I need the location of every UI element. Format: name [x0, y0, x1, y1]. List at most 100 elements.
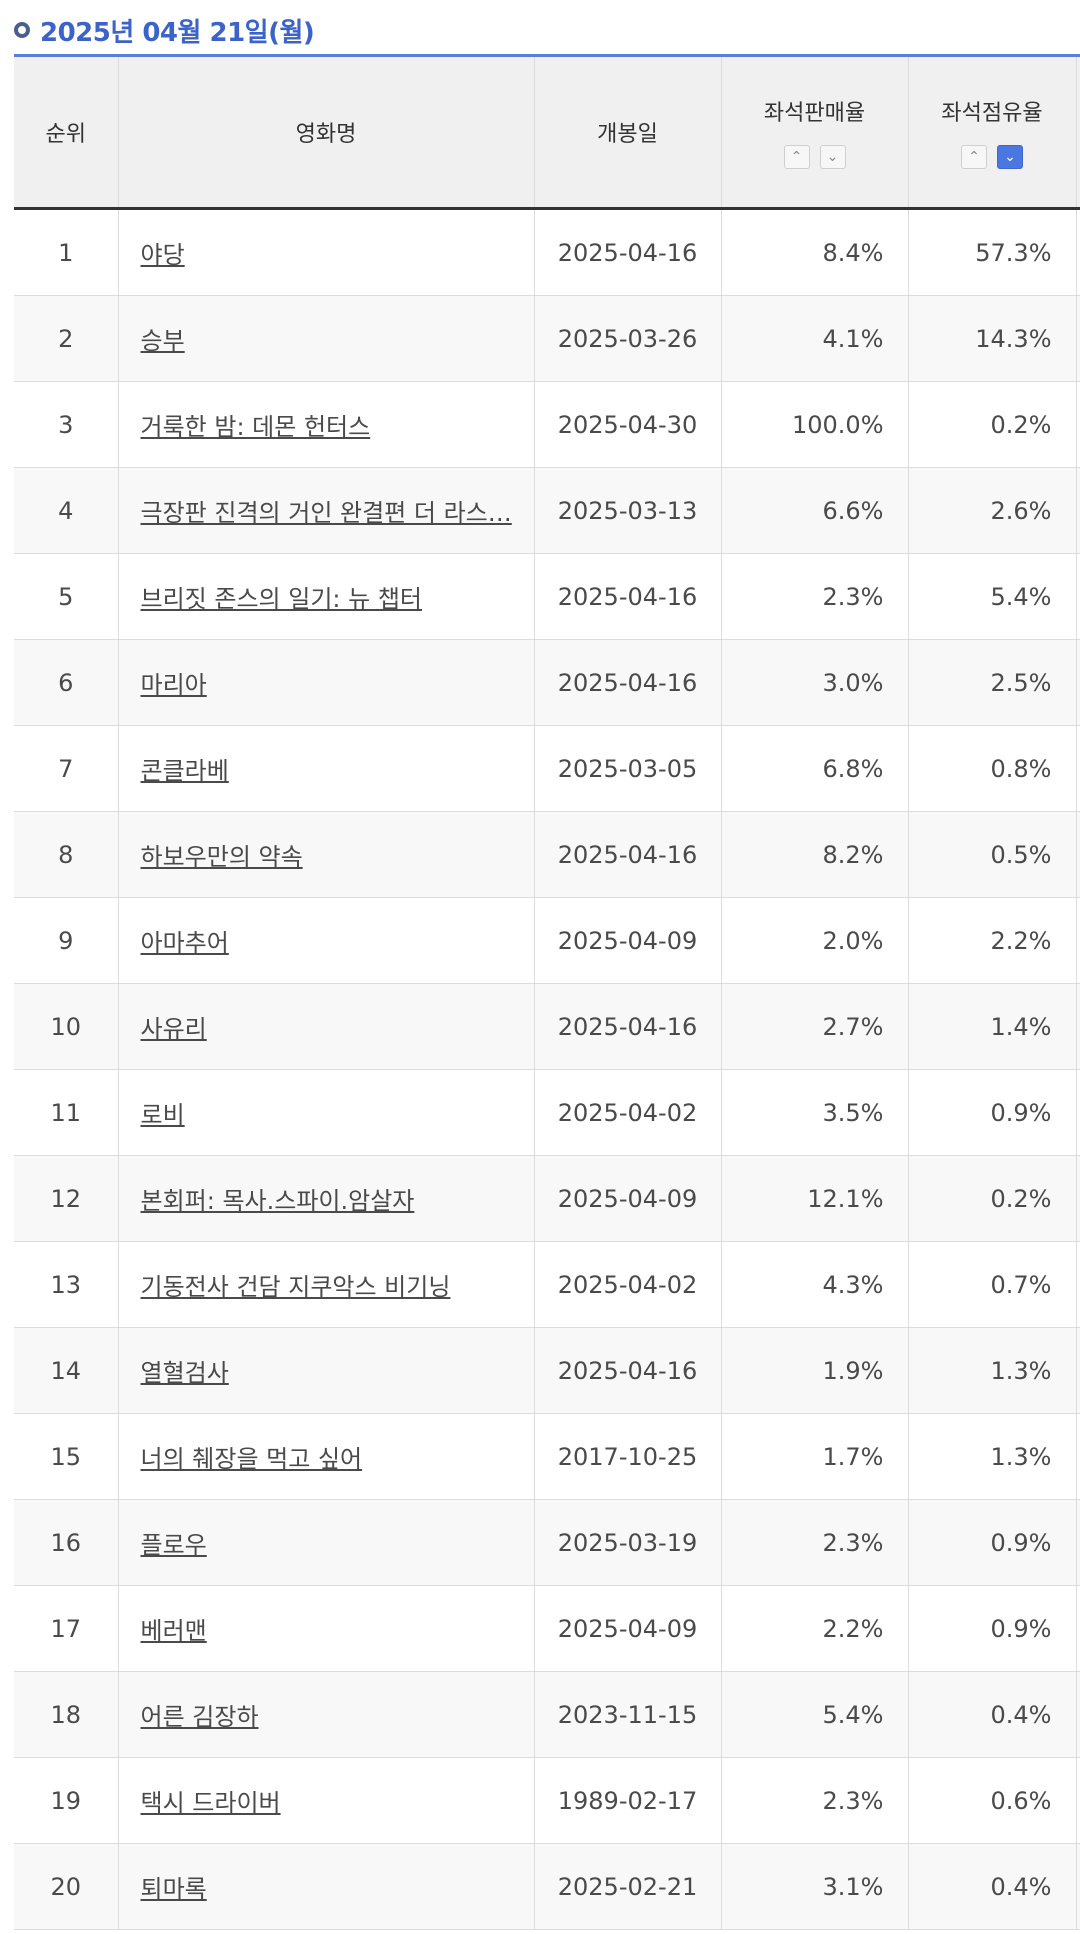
- rank-cell: 17: [14, 1585, 118, 1672]
- seat-sales-cell: 8.2%: [720, 811, 908, 898]
- movie-title-link[interactable]: 사유리: [140, 1015, 207, 1043]
- seat-sales-cell: 12.1%: [720, 1155, 908, 1242]
- open-date-cell: 2025-03-26: [533, 295, 721, 382]
- seat-share-cell: 0.5%: [907, 811, 1076, 898]
- seat-sales-cell: 2.7%: [720, 983, 908, 1070]
- movie-title-link[interactable]: 본회퍼: 목사.스파이.암살자: [140, 1187, 415, 1215]
- seat-share-cell: 2.5%: [907, 639, 1076, 726]
- movie-title-link[interactable]: 승부: [140, 327, 185, 355]
- rank-cell: 19: [14, 1757, 118, 1844]
- extra-cell: [1075, 1843, 1080, 1930]
- table-row: 2 승부 2025-03-26 4.1% 14.3%: [14, 295, 1080, 382]
- column-header-seat-sales: 좌석판매율 ⌃ ⌄: [720, 57, 908, 210]
- extra-cell: [1075, 1757, 1080, 1844]
- seat-sales-cell: 2.2%: [720, 1585, 908, 1672]
- movie-title-link[interactable]: 플로우: [140, 1531, 207, 1559]
- table-row: 8 하보우만의 약속 2025-04-16 8.2% 0.5%: [14, 811, 1080, 898]
- extra-cell: [1075, 725, 1080, 812]
- sort-ascending-button[interactable]: ⌃: [783, 145, 810, 169]
- seat-sales-cell: 2.3%: [720, 553, 908, 640]
- column-header-title: 영화명: [117, 57, 534, 210]
- movie-title-link[interactable]: 기동전사 건담 지쿠악스 비기닝: [140, 1273, 451, 1301]
- table-header-row: 순위 영화명 개봉일 좌석판매율 ⌃ ⌄ 좌석점유율: [14, 57, 1080, 210]
- seat-share-cell: 0.9%: [907, 1069, 1076, 1156]
- title-cell: 열혈검사: [117, 1327, 534, 1414]
- title-cell: 택시 드라이버: [117, 1757, 534, 1844]
- title-cell: 거룩한 밤: 데몬 헌터스: [117, 381, 534, 468]
- table-row: 4 극장판 진격의 거인 완결편 더 라스… 2025-03-13 6.6% 2.6%: [14, 467, 1080, 554]
- title-cell: 너의 췌장을 먹고 싶어: [117, 1413, 534, 1500]
- seat-sales-cell: 3.0%: [720, 639, 908, 726]
- seat-share-cell: 0.8%: [907, 725, 1076, 812]
- rank-cell: 16: [14, 1499, 118, 1586]
- seat-share-cell: 0.4%: [907, 1671, 1076, 1758]
- movie-title-link[interactable]: 콘클라베: [140, 757, 229, 785]
- sort-descending-button[interactable]: ⌄: [819, 145, 846, 169]
- table-row: 5 브리짓 존스의 일기: 뉴 챕터 2025-04-16 2.3% 5.4%: [14, 553, 1080, 640]
- rank-cell: 1: [14, 208, 118, 296]
- seat-sales-cell: 8.4%: [720, 208, 908, 296]
- table-row: 14 열혈검사 2025-04-16 1.9% 1.3%: [14, 1327, 1080, 1414]
- open-date-cell: 2025-04-09: [533, 897, 721, 984]
- extra-cell: [1075, 1413, 1080, 1500]
- movie-title-link[interactable]: 야당: [140, 241, 185, 269]
- title-cell: 하보우만의 약속: [117, 811, 534, 898]
- extra-cell: [1075, 983, 1080, 1070]
- movie-title-link[interactable]: 너의 췌장을 먹고 싶어: [140, 1445, 363, 1473]
- table-row: 11 로비 2025-04-02 3.5% 0.9%: [14, 1069, 1080, 1156]
- open-date-cell: 2017-10-25: [533, 1413, 721, 1500]
- table-row: 3 거룩한 밤: 데몬 헌터스 2025-04-30 100.0% 0.2%: [14, 381, 1080, 468]
- extra-cell: [1075, 639, 1080, 726]
- seat-share-cell: 1.3%: [907, 1413, 1076, 1500]
- open-date-cell: 2025-02-21: [533, 1843, 721, 1930]
- open-date-cell: 2025-04-16: [533, 208, 721, 296]
- movie-title-link[interactable]: 극장판 진격의 거인 완결편 더 라스…: [140, 499, 512, 527]
- movie-title-link[interactable]: 브리짓 존스의 일기: 뉴 챕터: [140, 585, 422, 613]
- seat-share-cell: 2.6%: [907, 467, 1076, 554]
- rank-cell: 9: [14, 897, 118, 984]
- rank-cell: 3: [14, 381, 118, 468]
- table-row: 17 베러맨 2025-04-09 2.2% 0.9%: [14, 1585, 1080, 1672]
- extra-cell: [1075, 1155, 1080, 1242]
- movie-title-link[interactable]: 아마추어: [140, 929, 229, 957]
- open-date-cell: 2025-03-19: [533, 1499, 721, 1586]
- seat-share-cell: 57.3%: [907, 208, 1076, 296]
- title-cell: 어른 김장하: [117, 1671, 534, 1758]
- seat-share-cell: 14.3%: [907, 295, 1076, 382]
- chevron-down-icon: ⌄: [826, 149, 839, 165]
- sort-descending-button-active[interactable]: ⌄: [997, 145, 1023, 169]
- table-row: 13 기동전사 건담 지쿠악스 비기닝 2025-04-02 4.3% 0.7%: [14, 1241, 1080, 1328]
- movie-title-link[interactable]: 거룩한 밤: 데몬 헌터스: [140, 413, 371, 441]
- movie-title-link[interactable]: 택시 드라이버: [140, 1789, 281, 1817]
- movie-title-link[interactable]: 열혈검사: [140, 1359, 229, 1387]
- table-body: 1 야당 2025-04-16 8.4% 57.3% 2 승부 2025-03-26 4.1% 1…: [14, 208, 1080, 1930]
- title-cell: 야당: [117, 208, 534, 296]
- seat-share-cell: 5.4%: [907, 553, 1076, 640]
- movie-title-link[interactable]: 마리아: [140, 671, 207, 699]
- table-row: 10 사유리 2025-04-16 2.7% 1.4%: [14, 983, 1080, 1070]
- seat-sales-cell: 2.3%: [720, 1757, 908, 1844]
- open-date-cell: 2025-04-02: [533, 1241, 721, 1328]
- extra-cell: [1075, 1327, 1080, 1414]
- rank-cell: 11: [14, 1069, 118, 1156]
- rank-cell: 13: [14, 1241, 118, 1328]
- movie-title-link[interactable]: 로비: [140, 1101, 185, 1129]
- circle-bullet-icon: [14, 22, 30, 38]
- seat-share-cell: 0.2%: [907, 1155, 1076, 1242]
- movie-title-link[interactable]: 베러맨: [140, 1617, 207, 1645]
- open-date-cell: 2025-04-16: [533, 983, 721, 1070]
- movie-title-link[interactable]: 퇴마록: [140, 1875, 207, 1903]
- title-cell: 로비: [117, 1069, 534, 1156]
- open-date-cell: 2025-03-13: [533, 467, 721, 554]
- seat-share-cell: 0.4%: [907, 1843, 1076, 1930]
- title-cell: 사유리: [117, 983, 534, 1070]
- open-date-cell: 2025-04-09: [533, 1155, 721, 1242]
- extra-cell: [1075, 381, 1080, 468]
- extra-cell: [1075, 1069, 1080, 1156]
- title-cell: 극장판 진격의 거인 완결편 더 라스…: [117, 467, 534, 554]
- sort-ascending-button[interactable]: ⌃: [961, 145, 987, 169]
- column-header-open-date: 개봉일: [533, 57, 721, 210]
- movie-title-link[interactable]: 어른 김장하: [140, 1703, 259, 1731]
- title-cell: 승부: [117, 295, 534, 382]
- movie-title-link[interactable]: 하보우만의 약속: [140, 843, 303, 871]
